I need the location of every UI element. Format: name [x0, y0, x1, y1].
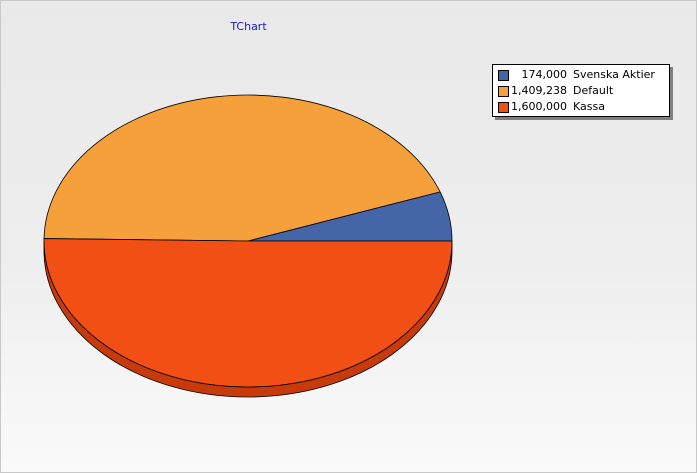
legend: 174,000 Svenska Aktier 1,409,238 Default…: [492, 64, 670, 117]
legend-label: Svenska Aktier: [573, 68, 655, 81]
pie-slice-kassa: [43, 238, 453, 388]
pie-slice-default: [43, 94, 441, 242]
legend-value: 174,000: [521, 68, 568, 81]
legend-item-kassa: 1,600,000 Kassa: [493, 99, 669, 115]
legend-swatch: [498, 102, 509, 113]
pie-top-group: [43, 94, 453, 388]
legend-value: 1,600,000: [511, 100, 567, 113]
legend-label: Kassa: [573, 100, 605, 113]
legend-label: Default: [573, 84, 614, 97]
legend-swatch: [498, 86, 509, 97]
legend-swatch: [498, 70, 509, 81]
legend-value: 1,409,238: [511, 84, 567, 97]
legend-item-default: 1,409,238 Default: [493, 83, 669, 99]
chart-title: TChart: [230, 20, 267, 33]
legend-item-svenska-aktier: 174,000 Svenska Aktier: [493, 67, 669, 83]
